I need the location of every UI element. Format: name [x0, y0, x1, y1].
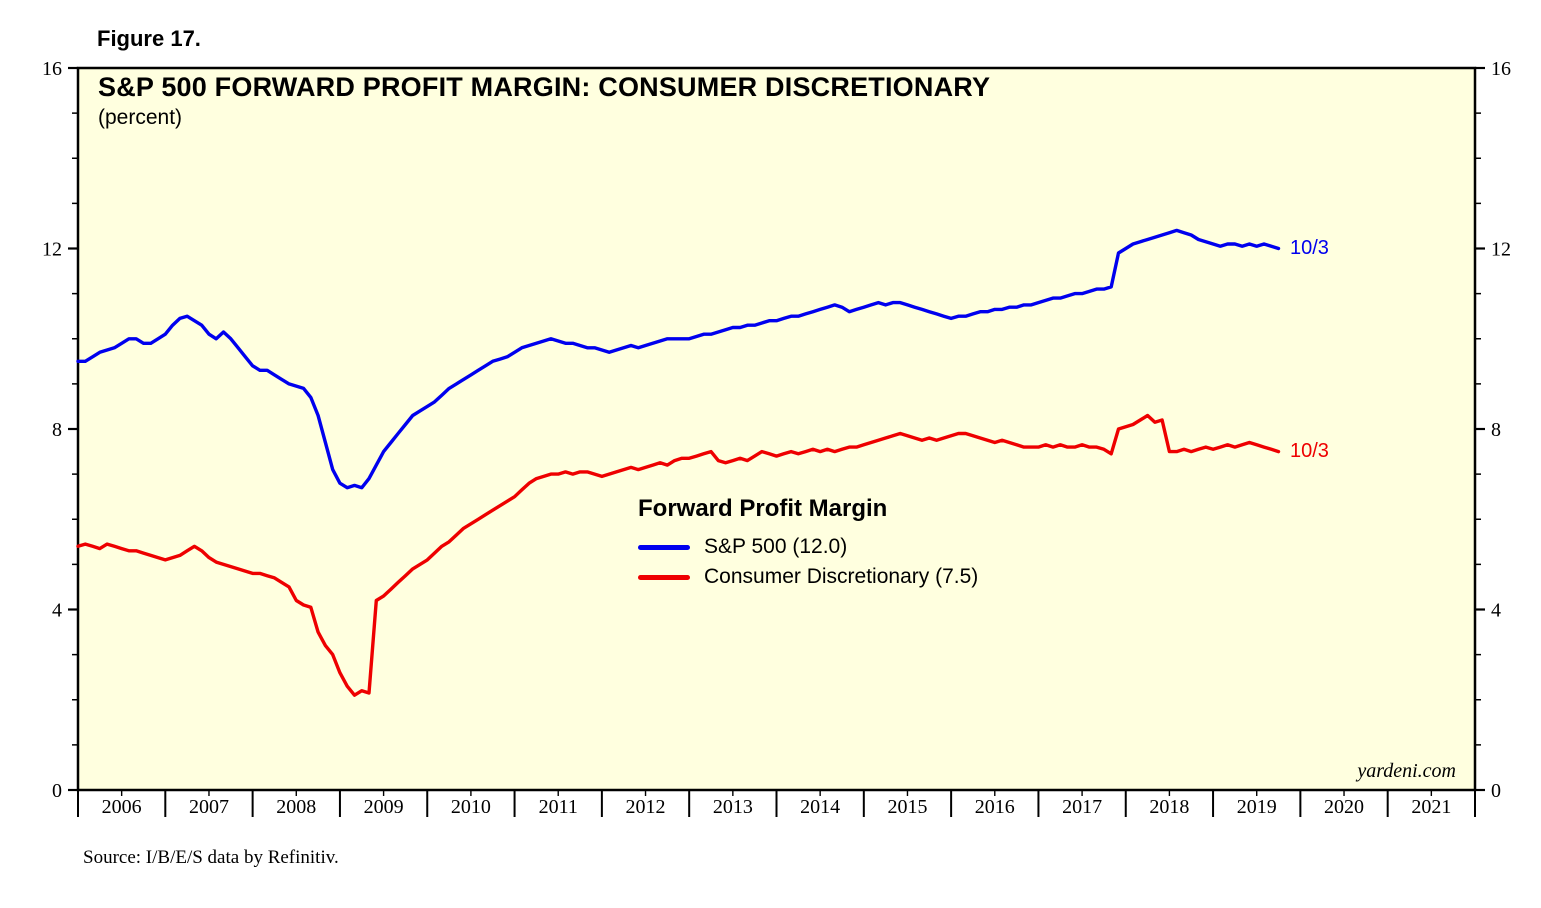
watermark: yardeni.com: [1357, 760, 1456, 782]
legend-label-consumer-discretionary: Consumer Discretionary (7.5): [704, 565, 979, 588]
legend-label-sp500: S&P 500 (12.0): [704, 535, 848, 558]
y-axis-label-right: 0: [1491, 780, 1501, 802]
plot-area: [76, 66, 1477, 792]
source-note: Source: I/B/E/S data by Refinitiv.: [83, 847, 339, 868]
x-axis-year-label: 2021: [1411, 796, 1451, 818]
legend-item-consumer-discretionary: Consumer Discretionary (7.5): [638, 562, 978, 592]
y-axis-label-right: 12: [1491, 239, 1511, 261]
x-axis-year-label: 2009: [364, 796, 404, 818]
x-axis-year-label: 2008: [276, 796, 316, 818]
y-axis-label-right: 8: [1491, 419, 1501, 441]
sp500-line-swatch: [638, 544, 690, 550]
x-axis-year-label: 2013: [713, 796, 753, 818]
x-axis-year-label: 2020: [1324, 796, 1364, 818]
y-axis-label-left: 8: [52, 419, 62, 441]
x-axis-year-label: 2016: [975, 796, 1015, 818]
sp500-end-date-label: 10/3: [1290, 237, 1329, 259]
x-axis-year-label: 2012: [626, 796, 666, 818]
x-axis-year-label: 2017: [1062, 796, 1102, 818]
legend-item-sp500: S&P 500 (12.0): [638, 532, 978, 562]
y-axis-label-right: 4: [1491, 600, 1501, 622]
consumer-discretionary-end-date-label: 10/3: [1290, 440, 1329, 462]
x-axis-year-label: 2015: [887, 796, 927, 818]
x-axis-year-label: 2011: [539, 796, 578, 818]
s-p-500-line: [76, 228, 1281, 490]
y-axis-label-left: 4: [52, 600, 62, 622]
figure-label: Figure 17.: [97, 26, 201, 51]
x-axis-year-label: 2010: [451, 796, 491, 818]
x-axis-year-label: 2019: [1237, 796, 1277, 818]
x-axis-year-label: 2006: [102, 796, 142, 818]
legend-title: Forward Profit Margin: [638, 495, 888, 522]
y-axis-label-left: 0: [52, 780, 62, 802]
x-axis-year-label: 2018: [1149, 796, 1189, 818]
x-axis-year-label: 2007: [189, 796, 229, 818]
y-axis-label-right: 16: [1491, 58, 1511, 80]
legend: Forward Profit Margin S&P 500 (12.0) Con…: [638, 495, 978, 592]
y-axis-label-left: 12: [42, 239, 62, 261]
y-axis-label-left: 16: [42, 58, 62, 80]
chart-title: S&P 500 FORWARD PROFIT MARGIN: CONSUMER …: [98, 72, 991, 102]
consumer-discretionary-line: [76, 413, 1281, 697]
x-axis-year-label: 2014: [800, 796, 840, 818]
chart-subtitle: (percent): [98, 106, 183, 129]
consumer-discretionary-line-swatch: [638, 574, 690, 580]
